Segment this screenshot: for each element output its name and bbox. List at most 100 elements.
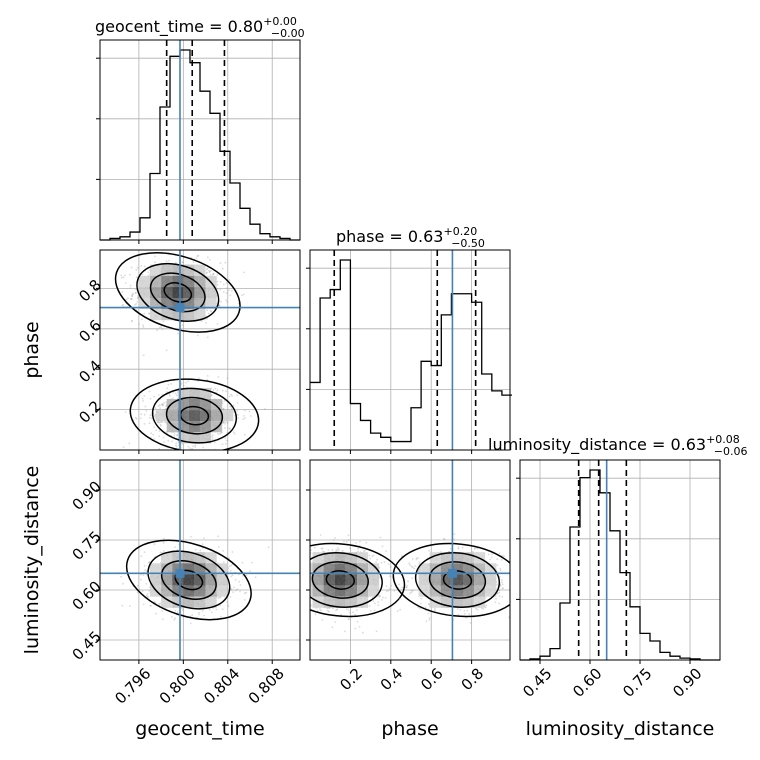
- sample-point: [158, 326, 161, 329]
- sample-point: [522, 571, 524, 573]
- contour-line: [310, 552, 383, 608]
- sample-point: [331, 626, 334, 629]
- sample-point: [121, 304, 124, 307]
- sample-point: [349, 547, 351, 550]
- sample-point: [382, 596, 384, 599]
- sample-point: [264, 408, 266, 411]
- sample-point: [343, 540, 345, 543]
- sample-point: [164, 421, 167, 424]
- density-cell: [172, 574, 184, 586]
- sample-point: [249, 415, 252, 417]
- truth-marker: [447, 568, 457, 578]
- density-cell: [312, 585, 324, 597]
- sample-point: [154, 255, 156, 258]
- sample-point: [453, 538, 455, 541]
- sample-point: [150, 432, 153, 435]
- sample-point: [156, 421, 159, 424]
- sample-point: [143, 551, 146, 554]
- sample-point: [500, 558, 503, 561]
- density-cell: [345, 574, 357, 586]
- sample-point: [175, 394, 178, 396]
- sample-point: [434, 609, 436, 612]
- density-cell: [463, 596, 475, 608]
- sample-point: [211, 455, 213, 457]
- sample-point: [140, 573, 143, 576]
- sample-point: [383, 561, 386, 563]
- sample-point: [237, 413, 239, 416]
- sample-point: [129, 605, 131, 607]
- sample-point: [141, 318, 143, 321]
- sample-point: [163, 441, 166, 443]
- sample-point: [158, 430, 161, 433]
- sample-point: [171, 440, 174, 443]
- sample-point: [139, 417, 142, 420]
- title-phase: phase = 0.63+0.20 −0.50: [336, 225, 485, 250]
- sample-point: [321, 619, 324, 621]
- density-cell: [150, 298, 162, 310]
- sample-point: [234, 589, 237, 592]
- sample-point: [161, 403, 164, 405]
- sample-point: [266, 593, 268, 595]
- sample-point: [305, 585, 307, 587]
- density-cell: [183, 552, 195, 564]
- sample-point: [231, 589, 233, 591]
- contour-line: [114, 252, 241, 333]
- sample-point: [170, 383, 173, 385]
- sample-point: [176, 549, 179, 551]
- density-cell: [172, 309, 184, 321]
- sample-point: [306, 569, 308, 571]
- density-cell: [188, 399, 200, 411]
- sample-point: [190, 535, 192, 538]
- sample-point: [220, 616, 222, 618]
- sample-point: [343, 630, 346, 633]
- density-cell: [200, 387, 212, 399]
- sample-point: [192, 261, 195, 263]
- sample-point: [172, 391, 174, 394]
- sample-point: [167, 439, 170, 442]
- sample-point: [130, 320, 133, 323]
- sample-point: [217, 535, 219, 538]
- sample-point: [165, 391, 168, 393]
- sample-point: [135, 303, 138, 305]
- sample-point: [513, 599, 515, 601]
- sample-point: [375, 630, 378, 633]
- sample-point: [129, 287, 132, 289]
- sample-point: [226, 377, 229, 380]
- sample-point: [227, 289, 230, 291]
- density-cell: [323, 585, 335, 597]
- sample-point: [241, 294, 243, 297]
- sample-point: [209, 258, 211, 261]
- sample-point: [231, 551, 234, 553]
- y-tick-label: 0.75: [69, 527, 105, 563]
- sample-point: [148, 561, 150, 564]
- sample-point: [295, 583, 297, 585]
- density-cell: [345, 563, 357, 575]
- density-cell: [161, 264, 173, 276]
- xlabel-geocent-time: geocent_time: [135, 718, 264, 740]
- sample-point: [208, 609, 211, 611]
- x-tick-label: 0.8: [458, 664, 488, 694]
- sample-point: [230, 564, 233, 567]
- sample-point: [197, 254, 200, 257]
- sample-point: [192, 445, 195, 448]
- sample-point: [149, 397, 152, 400]
- sample-point: [216, 274, 219, 276]
- density-cell: [451, 563, 463, 575]
- sample-point: [182, 609, 184, 611]
- density-cell: [161, 275, 173, 287]
- sample-point: [406, 584, 408, 587]
- sample-point: [385, 585, 388, 587]
- sample-point: [136, 267, 139, 269]
- sample-point: [207, 256, 209, 259]
- density-cell: [177, 387, 189, 399]
- sample-point: [206, 375, 209, 377]
- density-cell: [183, 286, 195, 298]
- density-cell: [188, 421, 200, 433]
- sample-point: [332, 607, 334, 610]
- density-cell: [138, 286, 150, 298]
- sample-point: [188, 447, 191, 449]
- sample-point: [243, 599, 246, 601]
- sample-point: [143, 265, 146, 268]
- sample-point: [498, 552, 501, 555]
- sample-point: [207, 312, 210, 315]
